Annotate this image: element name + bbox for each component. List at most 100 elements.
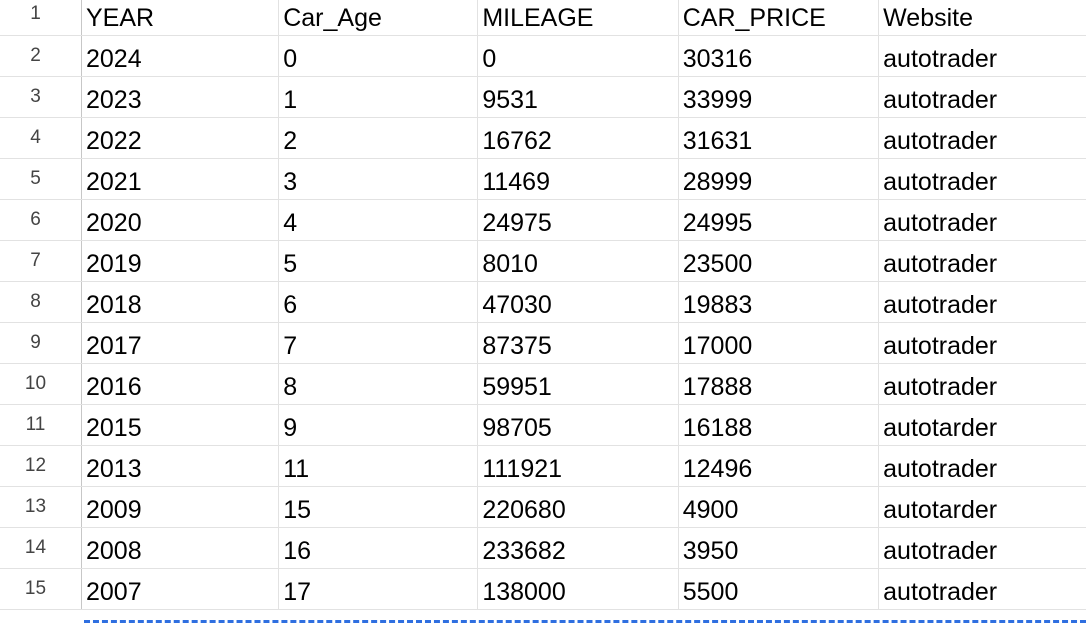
year-cell[interactable]: 2023 (81, 76, 280, 118)
website-cell[interactable]: autotarder (878, 486, 1086, 528)
mileage-cell[interactable]: 8010 (477, 240, 679, 282)
year-cell[interactable]: 2018 (81, 281, 280, 323)
table-body: 1 YEAR Car_Age MILEAGE CAR_PRICE Website… (0, 0, 1086, 610)
car-age-cell[interactable]: 2 (278, 117, 479, 159)
year-cell[interactable]: 2022 (81, 117, 280, 159)
year-cell[interactable]: 2008 (81, 527, 280, 569)
table-row: 8 2018 6 47030 19883 autotrader (0, 281, 1086, 323)
mileage-cell[interactable]: 9531 (477, 76, 679, 118)
mileage-cell[interactable]: 111921 (477, 445, 679, 487)
table-row: 11 2015 9 98705 16188 autotarder (0, 404, 1086, 446)
website-cell[interactable]: autotrader (878, 240, 1086, 282)
header-cell-website[interactable]: Website (878, 0, 1086, 36)
car-price-cell[interactable]: 24995 (678, 199, 880, 241)
mileage-cell[interactable]: 87375 (477, 322, 679, 364)
mileage-cell[interactable]: 233682 (477, 527, 679, 569)
year-cell[interactable]: 2024 (81, 35, 280, 77)
car-age-cell[interactable]: 3 (278, 158, 479, 200)
car-price-cell[interactable]: 16188 (678, 404, 880, 446)
year-cell[interactable]: 2017 (81, 322, 280, 364)
row-number[interactable]: 5 (0, 158, 82, 200)
car-price-cell[interactable]: 28999 (678, 158, 880, 200)
car-age-cell[interactable]: 0 (278, 35, 479, 77)
header-cell-year[interactable]: YEAR (81, 0, 280, 36)
year-cell[interactable]: 2015 (81, 404, 280, 446)
table-row: 12 2013 11 111921 12496 autotrader (0, 445, 1086, 487)
car-age-cell[interactable]: 8 (278, 363, 479, 405)
row-number[interactable]: 8 (0, 281, 82, 323)
website-cell[interactable]: autotrader (878, 568, 1086, 610)
mileage-cell[interactable]: 59951 (477, 363, 679, 405)
mileage-cell[interactable]: 47030 (477, 281, 679, 323)
header-cell-car-age[interactable]: Car_Age (278, 0, 479, 36)
header-cell-mileage[interactable]: MILEAGE (477, 0, 679, 36)
year-cell[interactable]: 2007 (81, 568, 280, 610)
car-age-cell[interactable]: 9 (278, 404, 479, 446)
car-age-cell[interactable]: 5 (278, 240, 479, 282)
car-age-cell[interactable]: 16 (278, 527, 479, 569)
mileage-cell[interactable]: 0 (477, 35, 679, 77)
row-number[interactable]: 7 (0, 240, 82, 282)
car-age-cell[interactable]: 15 (278, 486, 479, 528)
mileage-cell[interactable]: 11469 (477, 158, 679, 200)
row-number[interactable]: 12 (0, 445, 82, 487)
car-price-cell[interactable]: 31631 (678, 117, 880, 159)
website-cell[interactable]: autotrader (878, 445, 1086, 487)
car-age-cell[interactable]: 6 (278, 281, 479, 323)
website-cell[interactable]: autotrader (878, 281, 1086, 323)
website-cell[interactable]: autotrader (878, 76, 1086, 118)
website-cell[interactable]: autotrader (878, 363, 1086, 405)
car-age-cell[interactable]: 17 (278, 568, 479, 610)
row-number[interactable]: 11 (0, 404, 82, 446)
row-number[interactable]: 1 (0, 0, 82, 36)
website-cell[interactable]: autotrader (878, 158, 1086, 200)
car-price-cell[interactable]: 4900 (678, 486, 880, 528)
table-row: 5 2021 3 11469 28999 autotrader (0, 158, 1086, 200)
row-number[interactable]: 14 (0, 527, 82, 569)
car-age-cell[interactable]: 11 (278, 445, 479, 487)
row-number[interactable]: 13 (0, 486, 82, 528)
year-cell[interactable]: 2009 (81, 486, 280, 528)
row-number[interactable]: 3 (0, 76, 82, 118)
year-cell[interactable]: 2021 (81, 158, 280, 200)
row-number[interactable]: 9 (0, 322, 82, 364)
mileage-cell[interactable]: 220680 (477, 486, 679, 528)
year-cell[interactable]: 2013 (81, 445, 280, 487)
car-price-cell[interactable]: 3950 (678, 527, 880, 569)
website-cell[interactable]: autotrader (878, 527, 1086, 569)
row-number[interactable]: 6 (0, 199, 82, 241)
year-cell[interactable]: 2016 (81, 363, 280, 405)
car-price-cell[interactable]: 5500 (678, 568, 880, 610)
table-row: 9 2017 7 87375 17000 autotrader (0, 322, 1086, 364)
website-cell[interactable]: autotrader (878, 199, 1086, 241)
row-number[interactable]: 4 (0, 117, 82, 159)
mileage-cell[interactable]: 98705 (477, 404, 679, 446)
car-age-cell[interactable]: 7 (278, 322, 479, 364)
website-cell[interactable]: autotrader (878, 35, 1086, 77)
website-cell[interactable]: autotrader (878, 117, 1086, 159)
copy-selection-marquee (84, 620, 1086, 623)
car-price-cell[interactable]: 33999 (678, 76, 880, 118)
car-price-cell[interactable]: 30316 (678, 35, 880, 77)
row-number[interactable]: 10 (0, 363, 82, 405)
row-number[interactable]: 15 (0, 568, 82, 610)
website-cell[interactable]: autotrader (878, 322, 1086, 364)
car-price-cell[interactable]: 23500 (678, 240, 880, 282)
car-price-cell[interactable]: 19883 (678, 281, 880, 323)
row-number[interactable]: 2 (0, 35, 82, 77)
mileage-cell[interactable]: 16762 (477, 117, 679, 159)
car-price-cell[interactable]: 17000 (678, 322, 880, 364)
car-price-cell[interactable]: 17888 (678, 363, 880, 405)
header-cell-car-price[interactable]: CAR_PRICE (678, 0, 880, 36)
year-cell[interactable]: 2019 (81, 240, 280, 282)
table-row: 13 2009 15 220680 4900 autotarder (0, 486, 1086, 528)
car-age-cell[interactable]: 1 (278, 76, 479, 118)
mileage-cell[interactable]: 138000 (477, 568, 679, 610)
website-cell[interactable]: autotarder (878, 404, 1086, 446)
car-price-cell[interactable]: 12496 (678, 445, 880, 487)
year-cell[interactable]: 2020 (81, 199, 280, 241)
car-age-cell[interactable]: 4 (278, 199, 479, 241)
table-row: 4 2022 2 16762 31631 autotrader (0, 117, 1086, 159)
mileage-cell[interactable]: 24975 (477, 199, 679, 241)
